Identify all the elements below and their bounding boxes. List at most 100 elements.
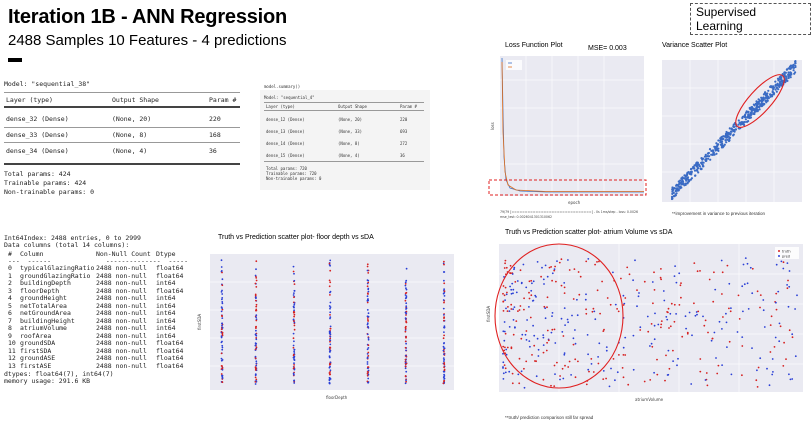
atrium-pred-point	[744, 257, 747, 259]
atrium-truth-point	[721, 293, 723, 295]
atrium-pred-point	[695, 311, 698, 313]
model-summary: Model: "sequential_38" Layer (type) Outp…	[4, 72, 244, 202]
floor-truth-point	[329, 269, 332, 272]
atrium-pred-point	[791, 333, 794, 336]
atrium-pred-point	[788, 285, 791, 288]
variance-point	[710, 153, 713, 156]
atrium-truth-point	[670, 302, 673, 305]
floor-pred-point	[329, 369, 332, 372]
floor-pred-point	[328, 356, 331, 359]
atrium-truth-point	[601, 280, 603, 283]
variance-point	[724, 139, 727, 142]
floor-truth-point	[292, 270, 295, 273]
floor-pred-point	[292, 305, 295, 308]
atrium-pred-point	[777, 290, 780, 293]
atrium-pred-point	[726, 346, 728, 348]
variance-point	[764, 99, 767, 102]
floor-pred-point	[255, 329, 257, 332]
atrium-pred-point	[513, 266, 516, 269]
floor-pred-point	[293, 272, 295, 275]
atrium-pred-point	[622, 294, 625, 297]
atrium-pred-point	[653, 324, 656, 327]
df-index-line: Int64Index: 2488 entries, 0 to 2999	[4, 234, 141, 242]
atrium-pred-point	[531, 282, 533, 285]
atrium-pred-point	[774, 336, 777, 339]
atrium-pred-point	[742, 263, 745, 266]
atrium-truth-point	[693, 302, 695, 305]
df-header-count: Non-Null Count	[96, 250, 151, 258]
legend-truth: truth	[782, 250, 791, 254]
df-row-col: atriumVolume	[20, 324, 67, 332]
variance-point	[677, 183, 680, 186]
floor-pred-point	[405, 305, 408, 308]
floor-truth-point	[329, 337, 332, 340]
variance-point	[781, 79, 784, 83]
floor-pred-point	[221, 324, 223, 327]
variance-point	[762, 93, 765, 96]
atrium-pred-point	[632, 279, 634, 282]
variance-point	[778, 80, 782, 83]
atrium-pred-point	[504, 371, 507, 374]
floor-truth-point	[404, 340, 407, 343]
small-layer-shape: (None, 20)	[338, 117, 363, 122]
df-row-count: 2488 non-null	[96, 361, 147, 370]
variance-point	[757, 102, 760, 105]
atrium-pred-point	[586, 334, 589, 336]
floor-truth-point	[366, 301, 369, 304]
floor-pred-point	[366, 333, 369, 336]
df-dtypes: dtypes: float64(7), int64(7)	[4, 370, 114, 378]
atrium-pred-point	[787, 305, 790, 308]
variance-point	[729, 132, 732, 135]
atrium-truth-point	[563, 292, 566, 294]
df-row-count: 2488 non-null	[96, 354, 147, 362]
atrium-truth-point	[703, 324, 706, 327]
atrium-pred-point	[505, 348, 508, 351]
floor-truth-point	[220, 328, 223, 330]
atrium-truth-point	[590, 358, 593, 360]
variance-point	[747, 110, 750, 113]
variance-point	[699, 167, 702, 170]
atrium-truth-point	[597, 362, 600, 365]
atrium-pred-point	[512, 308, 514, 311]
atrium-pred-point	[563, 307, 566, 309]
atrium-pred-point	[534, 294, 537, 297]
floor-truth-point	[255, 260, 258, 263]
atrium-pred-point	[572, 337, 575, 340]
variance-point	[767, 89, 770, 92]
atrium-truth-point	[578, 293, 581, 296]
atrium-truth-point	[667, 307, 670, 310]
atrium-truth-point	[562, 335, 565, 337]
atrium-pred-point	[788, 373, 790, 376]
variance-point	[788, 67, 791, 70]
variance-point	[739, 123, 742, 126]
floor-pred-point	[255, 364, 258, 367]
atrium-truth-point	[699, 370, 702, 373]
floor-truth-point	[255, 346, 258, 349]
atrium-pred-point	[638, 292, 640, 294]
atrium-truth-point	[528, 280, 531, 283]
loss-legend	[506, 60, 522, 70]
variance-point	[738, 121, 741, 124]
variance-point	[725, 134, 728, 137]
atrium-pred-point	[718, 320, 721, 323]
trainable-params: Trainable params: 424	[4, 179, 87, 187]
variance-point	[675, 187, 678, 190]
loss-xlabel: epoch	[568, 200, 581, 205]
atrium-truth-point	[553, 364, 556, 367]
floor-pred-point	[254, 274, 257, 277]
floor-truth-point	[254, 366, 257, 369]
floor-truth-point	[293, 366, 295, 368]
floor-pred-point	[366, 279, 369, 282]
atrium-truth-point	[553, 269, 556, 272]
layer-name: dense_33 (Dense)	[6, 131, 69, 139]
atrium-truth-point	[591, 310, 594, 313]
atrium-truth-point	[523, 367, 525, 370]
df-row-idx: 3	[8, 286, 12, 295]
variance-point	[706, 155, 709, 158]
atrium-truth-point	[510, 308, 513, 310]
atrium-pred-point	[786, 262, 789, 264]
variance-point	[752, 103, 755, 106]
atrium-truth-point	[602, 330, 605, 332]
floor-plot-title: Truth vs Prediction scatter plot- floor …	[218, 234, 374, 241]
atrium-pred-point	[598, 342, 601, 345]
